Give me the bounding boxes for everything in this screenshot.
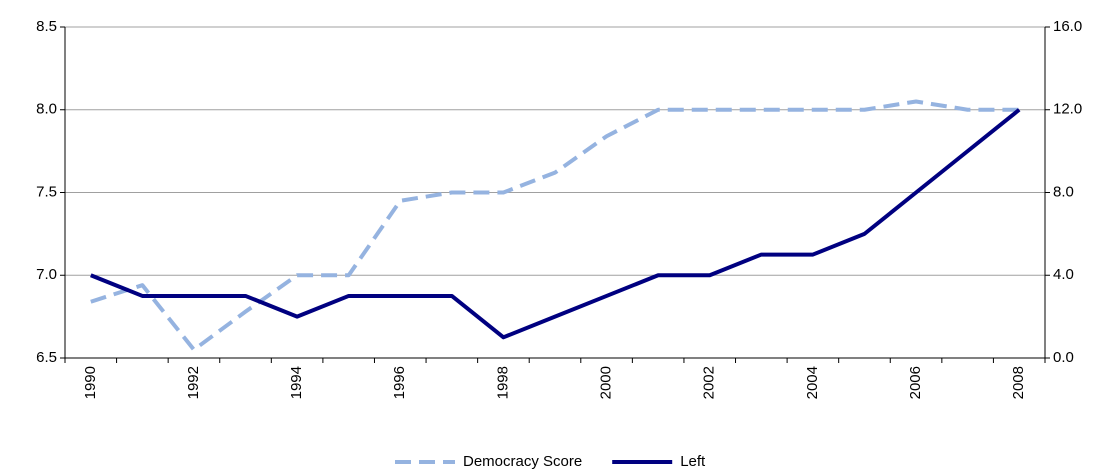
x-tick-label: 2004 xyxy=(804,366,821,399)
x-tick-label: 1992 xyxy=(185,366,202,399)
y-tick-label: 7.0 xyxy=(36,266,57,283)
legend-label: Democracy Score xyxy=(463,453,582,470)
y-tick-label: 6.5 xyxy=(36,349,57,366)
y2-tick-label: 16.0 xyxy=(1053,18,1082,35)
x-tick-label: 2006 xyxy=(907,366,924,399)
series-line xyxy=(90,108,1021,340)
y-tick-label: 8.5 xyxy=(36,18,57,35)
legend-label: Left xyxy=(680,453,706,470)
y-tick-label: 8.0 xyxy=(36,101,57,118)
x-tick-label: 1996 xyxy=(391,366,408,399)
x-tick-label: 1994 xyxy=(288,366,305,399)
y2-tick-label: 0.0 xyxy=(1053,349,1074,366)
x-tick-label: 2002 xyxy=(701,366,718,399)
y-tick-label: 7.5 xyxy=(36,183,57,200)
series-line xyxy=(90,99,1020,352)
y2-tick-label: 8.0 xyxy=(1053,183,1074,200)
y2-tick-label: 12.0 xyxy=(1053,101,1082,118)
x-tick-label: 2008 xyxy=(1010,366,1027,399)
y2-tick-label: 4.0 xyxy=(1053,266,1074,283)
x-tick-label: 2000 xyxy=(598,366,615,399)
x-tick-label: 1998 xyxy=(494,366,511,399)
x-tick-label: 1990 xyxy=(82,366,99,399)
